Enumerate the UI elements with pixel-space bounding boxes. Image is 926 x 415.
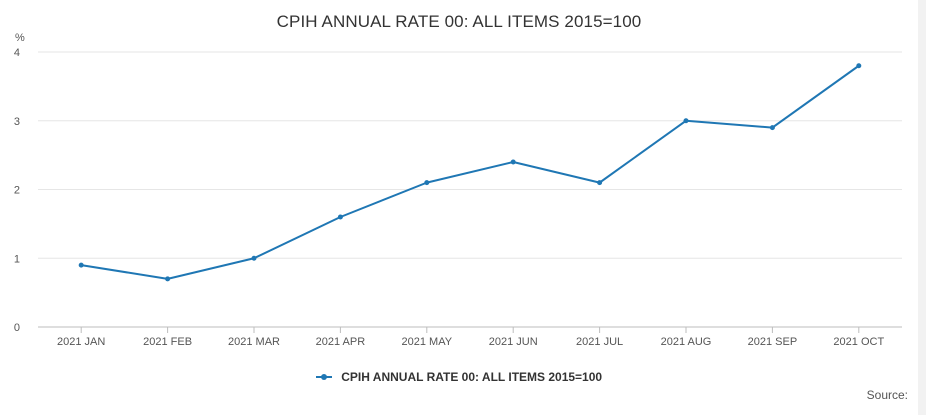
x-tick-label: 2021 MAY [402,336,453,348]
x-tick-label: 2021 FEB [143,336,192,348]
data-point [78,262,84,268]
data-point [769,125,775,131]
data-point [683,118,689,124]
x-tick-label: 2021 MAR [228,336,280,348]
source-label: Source: [866,388,908,402]
y-axis-unit-label: % [15,32,25,44]
data-point [597,180,603,186]
x-tick-label: 2021 OCT [833,336,884,348]
x-tick-label: 2021 AUG [661,336,712,348]
x-tick-label: 2021 JUN [489,336,538,348]
x-tick-label: 2021 JUL [576,336,623,348]
y-tick-label: 2 [14,185,20,197]
data-point [251,255,257,261]
x-tick-label: 2021 SEP [748,336,798,348]
legend[interactable]: CPIH ANNUAL RATE 00: ALL ITEMS 2015=100 [0,370,918,384]
y-tick-label: 1 [14,253,20,265]
data-point [165,276,171,282]
data-point [856,63,862,69]
x-tick-label: 2021 JAN [57,336,105,348]
series-layer [78,63,862,282]
data-point [337,214,343,220]
gridlines [38,51,902,259]
axes: 0 1 2 3 4 2021 JAN 2021 FEB 2021 MAR 2021 APR 202… [14,47,902,348]
y-tick-label: 4 [14,47,20,59]
x-tick-label: 2021 APR [316,336,366,348]
y-tick-label: 3 [14,116,20,128]
y-tick-label: 0 [14,322,20,334]
data-point [424,180,430,186]
data-point [510,159,516,165]
legend-swatch [315,373,332,380]
legend-series-label: CPIH ANNUAL RATE 00: ALL ITEMS 2015=100 [341,370,603,384]
chart-title: CPIH ANNUAL RATE 00: ALL ITEMS 2015=100 [276,12,642,31]
series-line [80,64,860,280]
